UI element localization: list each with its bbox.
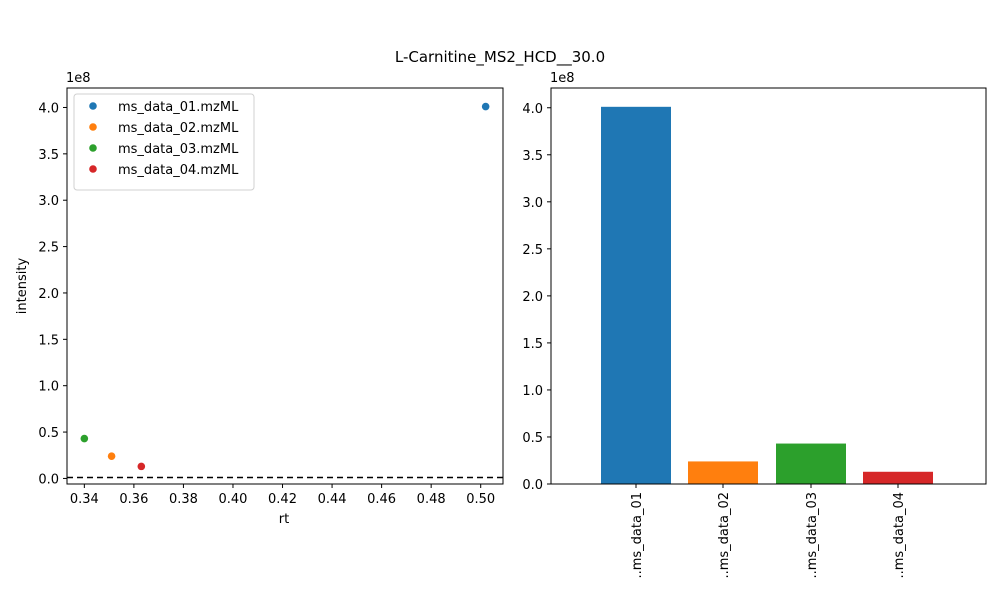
scatter-y-tick-label: 1.5: [38, 333, 59, 348]
bar-ticks: 0.0 0.5 1.0 1.5 2.0 2.5 3.0 3.5 4.0 ..ms_data_01.…: [522, 102, 907, 579]
legend-label: ms_data_02.mzML: [118, 121, 239, 136]
bar-x-tick-label: ..ms_data_02: [717, 492, 732, 579]
bar-x-tick-label: ..ms_data_01: [630, 492, 645, 579]
scatter-x-tick-label: 0.42: [268, 492, 297, 507]
bar-y-tick-label: 1.5: [522, 337, 543, 352]
scatter-y-tick-label: 2.5: [38, 241, 59, 256]
legend-marker: [89, 123, 97, 131]
scatter-panel: 0.34 0.36 0.38 0.40 0.42 0.44 0.46 0.48 0.50 0.0 0…: [15, 71, 504, 527]
scatter-y-tick-label: 3.0: [38, 194, 59, 209]
bar-y-tick-label: 4.0: [522, 102, 543, 117]
bar: [776, 443, 846, 484]
bar-panel: 0.0 0.5 1.0 1.5 2.0 2.5 3.0 3.5 4.0 ..ms_data_01.…: [522, 71, 987, 579]
scatter-ylabel: intensity: [15, 258, 30, 315]
scatter-legend: ms_data_01.mzML ms_data_02.mzML ms_data_03…: [73, 93, 255, 191]
bar-axes-frame: [550, 87, 987, 485]
bar-y-tick-label: 2.5: [522, 243, 543, 258]
figure-title: L-Carnitine_MS2_HCD__30.0: [395, 48, 605, 67]
legend-box: [73, 93, 255, 191]
bar-y-tick-label: 0.5: [522, 431, 543, 446]
bar-y-tick-label: 1.0: [522, 384, 543, 399]
scatter-y-offset: 1e8: [66, 71, 91, 86]
legend-marker: [89, 102, 97, 110]
scatter-x-tick-label: 0.38: [169, 492, 198, 507]
bar-bars: [601, 106, 933, 485]
scatter-point: [107, 452, 116, 460]
scatter-x-tick-label: 0.44: [318, 492, 347, 507]
legend-label: ms_data_03.mzML: [118, 142, 239, 157]
scatter-x-tick-label: 0.40: [219, 492, 248, 507]
bar: [863, 471, 933, 484]
scatter-point: [481, 102, 490, 111]
scatter-y-tick-label: 2.0: [38, 287, 59, 302]
scatter-y-tick-label: 0.0: [38, 472, 59, 487]
scatter-x-tick-label: 0.48: [417, 492, 446, 507]
scatter-x-tick-label: 0.46: [367, 492, 396, 507]
legend-marker: [89, 144, 97, 152]
bar-y-tick-label: 0.0: [522, 478, 543, 493]
bar-y-tick-label: 3.5: [522, 149, 543, 164]
scatter-point: [137, 462, 146, 471]
scatter-point: [80, 434, 89, 443]
bar-x-tick-label: ..ms_data_03: [805, 492, 820, 579]
bar-y-tick-label: 2.0: [522, 290, 543, 305]
legend-label: ms_data_04.mzML: [118, 163, 239, 178]
scatter-y-tick-label: 4.0: [38, 101, 59, 116]
scatter-y-tick-label: 3.5: [38, 148, 59, 163]
scatter-x-tick-label: 0.34: [70, 492, 99, 507]
scatter-x-tick-label: 0.50: [466, 492, 495, 507]
bar: [601, 106, 671, 485]
legend-marker: [89, 165, 97, 173]
bar-y-offset: 1e8: [550, 71, 575, 86]
bar-y-tick-label: 3.0: [522, 196, 543, 211]
scatter-ticks: 0.34 0.36 0.38 0.40 0.42 0.44 0.46 0.48 0.50 0.0 0…: [38, 101, 495, 507]
scatter-y-tick-label: 1.0: [38, 380, 59, 395]
scatter-xlabel: rt: [279, 512, 289, 527]
scatter-points: [80, 102, 490, 471]
scatter-axes-frame: [66, 87, 504, 485]
bar-x-tick-label: ..ms_data_04: [892, 492, 907, 579]
scatter-x-tick-label: 0.36: [119, 492, 148, 507]
legend-label: ms_data_01.mzML: [118, 100, 239, 115]
bar: [688, 461, 758, 484]
scatter-y-tick-label: 0.5: [38, 426, 59, 441]
